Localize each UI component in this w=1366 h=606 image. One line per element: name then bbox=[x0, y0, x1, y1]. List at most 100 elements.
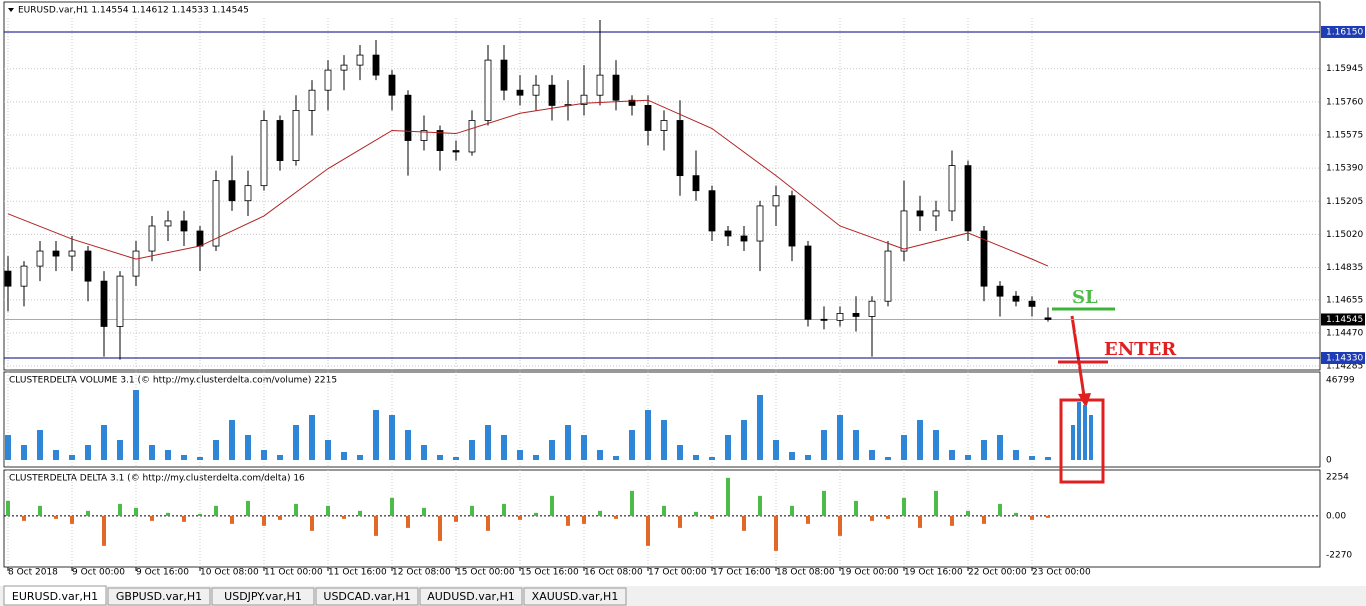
delta-bar bbox=[550, 495, 554, 516]
candle-body bbox=[804, 245, 812, 320]
delta-bar bbox=[662, 505, 666, 516]
volume-bar bbox=[949, 449, 955, 460]
volume-bar bbox=[485, 424, 491, 460]
volume-bar bbox=[981, 439, 987, 460]
time-label: 9 Oct 16:00 bbox=[136, 568, 189, 578]
highlight-volume-bar bbox=[1071, 424, 1075, 460]
volume-bar bbox=[837, 414, 843, 460]
candle-body bbox=[676, 120, 684, 177]
current-price-label: 1.14545 bbox=[1326, 315, 1363, 325]
highlight-volume-bar bbox=[1083, 404, 1087, 460]
tab-label[interactable]: EURUSD.var,H1 bbox=[12, 590, 98, 603]
volume-title: CLUSTERDELTA VOLUME 3.1 (© http://my.clu… bbox=[9, 376, 337, 386]
volume-bar bbox=[21, 444, 27, 460]
price-tick-label: 1.15760 bbox=[1326, 97, 1363, 107]
tab-label[interactable]: AUDUSD.var,H1 bbox=[427, 590, 515, 603]
volume-bar bbox=[197, 456, 203, 460]
candle-body bbox=[36, 250, 44, 267]
volume-bar bbox=[917, 419, 923, 460]
delta-bar bbox=[422, 507, 426, 516]
candle-body bbox=[916, 210, 924, 217]
delta-bar bbox=[374, 515, 378, 536]
volume-bar bbox=[373, 409, 379, 460]
candle-body bbox=[660, 120, 668, 131]
delta-bar bbox=[310, 515, 314, 531]
delta-bar bbox=[1030, 515, 1034, 520]
volume-bar bbox=[549, 439, 555, 460]
volume-bar bbox=[101, 424, 107, 460]
tab[interactable] bbox=[3, 585, 107, 606]
delta-bar bbox=[630, 490, 634, 516]
tab[interactable] bbox=[523, 587, 627, 606]
candle-body bbox=[692, 175, 700, 192]
candle-body bbox=[436, 130, 444, 151]
volume-bar bbox=[181, 454, 187, 460]
delta-bar bbox=[150, 515, 154, 521]
chart-header: EURUSD.var,H1 1.14554 1.14612 1.14533 1.… bbox=[18, 6, 249, 16]
tab-label[interactable]: USDJPY.var,H1 bbox=[224, 590, 302, 603]
time-label: 8 Oct 2018 bbox=[8, 568, 58, 578]
tab[interactable] bbox=[315, 587, 419, 606]
highlight-volume-bar bbox=[1077, 401, 1081, 460]
tab-label[interactable]: USDCAD.var,H1 bbox=[323, 590, 410, 603]
volume-bar bbox=[901, 434, 907, 460]
volume-bar bbox=[53, 449, 59, 460]
current-price-tag bbox=[1321, 313, 1365, 326]
delta-bar bbox=[678, 515, 682, 528]
delta-bar bbox=[582, 515, 586, 524]
volume-bar bbox=[85, 444, 91, 460]
volume-bar bbox=[709, 456, 715, 460]
time-label: 17 Oct 00:00 bbox=[648, 568, 707, 578]
delta-bar bbox=[966, 510, 970, 516]
delta-bar bbox=[438, 515, 442, 541]
candle-body bbox=[820, 318, 828, 321]
tab[interactable] bbox=[211, 587, 315, 606]
tab[interactable] bbox=[107, 587, 211, 606]
menu-arrow[interactable] bbox=[8, 8, 14, 12]
time-label: 22 Oct 00:00 bbox=[968, 568, 1027, 578]
candle-body bbox=[932, 210, 940, 217]
candle-body bbox=[468, 120, 476, 153]
delta-bar bbox=[790, 505, 794, 516]
delta-bar bbox=[694, 511, 698, 516]
volume-bar bbox=[5, 434, 11, 460]
delta-bar bbox=[390, 497, 394, 516]
delta-bar bbox=[54, 515, 58, 519]
volume-bar bbox=[565, 424, 571, 460]
delta-bar bbox=[246, 500, 250, 516]
volume-bar bbox=[149, 444, 155, 460]
candle-body bbox=[372, 54, 380, 76]
candle-body bbox=[900, 210, 908, 252]
delta-tick-label: 2254 bbox=[1326, 473, 1349, 483]
delta-bar bbox=[822, 490, 826, 516]
candle-body bbox=[180, 220, 188, 232]
delta-bar bbox=[6, 500, 10, 516]
tab-label[interactable]: XAUUSD.var,H1 bbox=[532, 590, 619, 603]
candle-body bbox=[324, 69, 332, 91]
tab[interactable] bbox=[419, 587, 523, 606]
delta-bar bbox=[870, 515, 874, 521]
volume-bar bbox=[453, 456, 459, 460]
level-label: 1.16150 bbox=[1326, 27, 1363, 37]
candle-body bbox=[548, 84, 556, 106]
volume-bar bbox=[469, 439, 475, 460]
volume-bar bbox=[517, 449, 523, 460]
time-label: 23 Oct 00:00 bbox=[1032, 568, 1091, 578]
volume-bar bbox=[69, 454, 75, 460]
volume-bar bbox=[581, 434, 587, 460]
delta-bar bbox=[710, 515, 714, 519]
time-label: 11 Oct 16:00 bbox=[328, 568, 387, 578]
delta-bar bbox=[326, 505, 330, 516]
delta-bar bbox=[758, 495, 762, 516]
price-tick-label: 1.15945 bbox=[1326, 64, 1363, 74]
candle-body bbox=[980, 230, 988, 287]
tab-label[interactable]: GBPUSD.var,H1 bbox=[116, 590, 202, 603]
delta-bar bbox=[38, 505, 42, 516]
delta-bar bbox=[614, 515, 618, 519]
delta-bar bbox=[774, 515, 778, 551]
delta-tick-label: -2270 bbox=[1326, 551, 1352, 561]
candle-body bbox=[20, 265, 28, 287]
volume-tick-label: 46799 bbox=[1326, 376, 1355, 386]
candle-body bbox=[884, 250, 892, 302]
